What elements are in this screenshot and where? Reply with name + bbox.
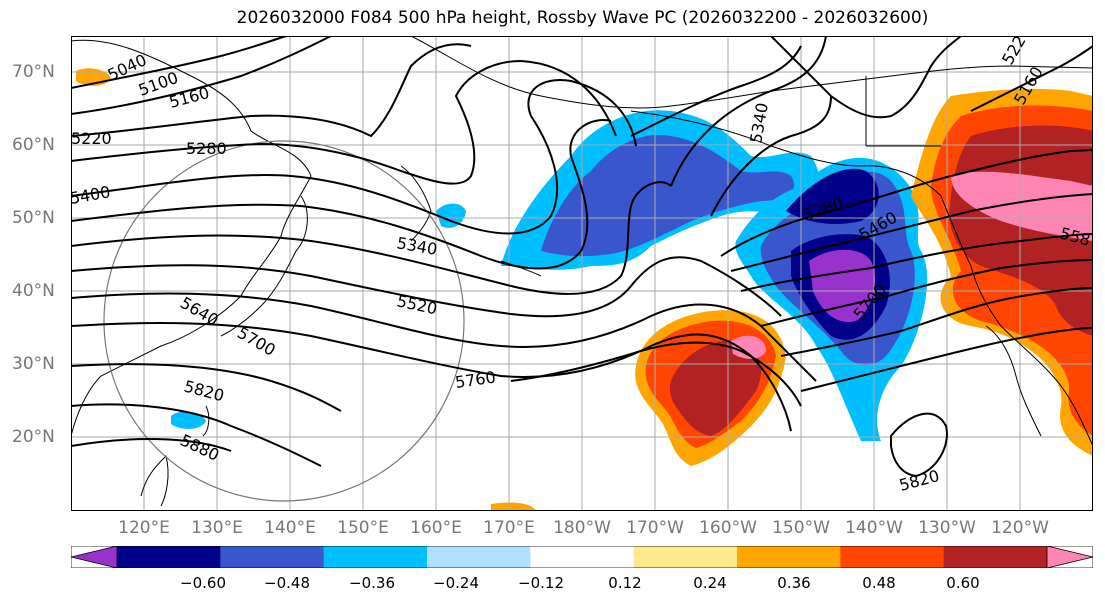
lat-label: 50°N [12, 208, 55, 228]
colorbar-tick: −0.24 [433, 574, 479, 592]
lat-label: 20°N [12, 427, 55, 447]
map-title: 2026032000 F084 500 hPa height, Rossby W… [236, 8, 929, 28]
lon-label: 140°E [264, 518, 316, 538]
lat-label: 30°N [12, 354, 55, 374]
colorbar-tick: 0.60 [946, 574, 980, 592]
colorbar-block [840, 546, 945, 568]
colorbar-tick: −0.36 [349, 574, 395, 592]
colorbar-block [530, 546, 635, 568]
colorbar-tick: −0.12 [518, 574, 564, 592]
map-panel: 5040 5100 5160 5220 5280 5400 5340 5520 … [71, 36, 1093, 511]
contour-label: 5280 [186, 139, 227, 158]
lat-label: 40°N [12, 281, 55, 301]
colorbar-block [737, 546, 841, 568]
colorbar-block [117, 546, 221, 568]
colorbar-tick: 0.24 [693, 574, 727, 592]
lon-label: 120°W [991, 518, 1049, 538]
lon-label: 180°W [553, 518, 611, 538]
lon-label: 120°E [118, 518, 170, 538]
height-contours [71, 36, 1093, 478]
lon-label: 170°W [626, 518, 684, 538]
colorbar-tick: −0.60 [180, 574, 226, 592]
negative-anomaly-shading [171, 110, 928, 441]
lat-label: 60°N [12, 135, 55, 155]
lon-label: 130°W [918, 518, 976, 538]
lon-label: 150°E [337, 518, 389, 538]
colorbar-block [427, 546, 531, 568]
lon-label: 170°E [483, 518, 535, 538]
colorbar-tick: −0.48 [264, 574, 310, 592]
colorbar [71, 546, 1093, 568]
colorbar-block [220, 546, 325, 568]
colorbar-block [943, 546, 1048, 568]
lon-label: 160°W [699, 518, 757, 538]
lon-label: 140°W [845, 518, 903, 538]
colorbar-tick: 0.48 [862, 574, 896, 592]
colorbar-block [323, 546, 428, 568]
colorbar-extend-min [71, 546, 118, 568]
colorbar-tick: 0.12 [608, 574, 642, 592]
lon-label: 150°W [772, 518, 830, 538]
colorbar-block [633, 546, 738, 568]
lon-label: 130°E [191, 518, 243, 538]
contour-label: 5220 [71, 129, 112, 148]
lon-label: 160°E [410, 518, 462, 538]
reference-circle [103, 140, 465, 502]
colorbar-extend-max [1046, 546, 1093, 568]
colorbar-tick: 0.36 [777, 574, 811, 592]
lat-label: 70°N [12, 62, 55, 82]
